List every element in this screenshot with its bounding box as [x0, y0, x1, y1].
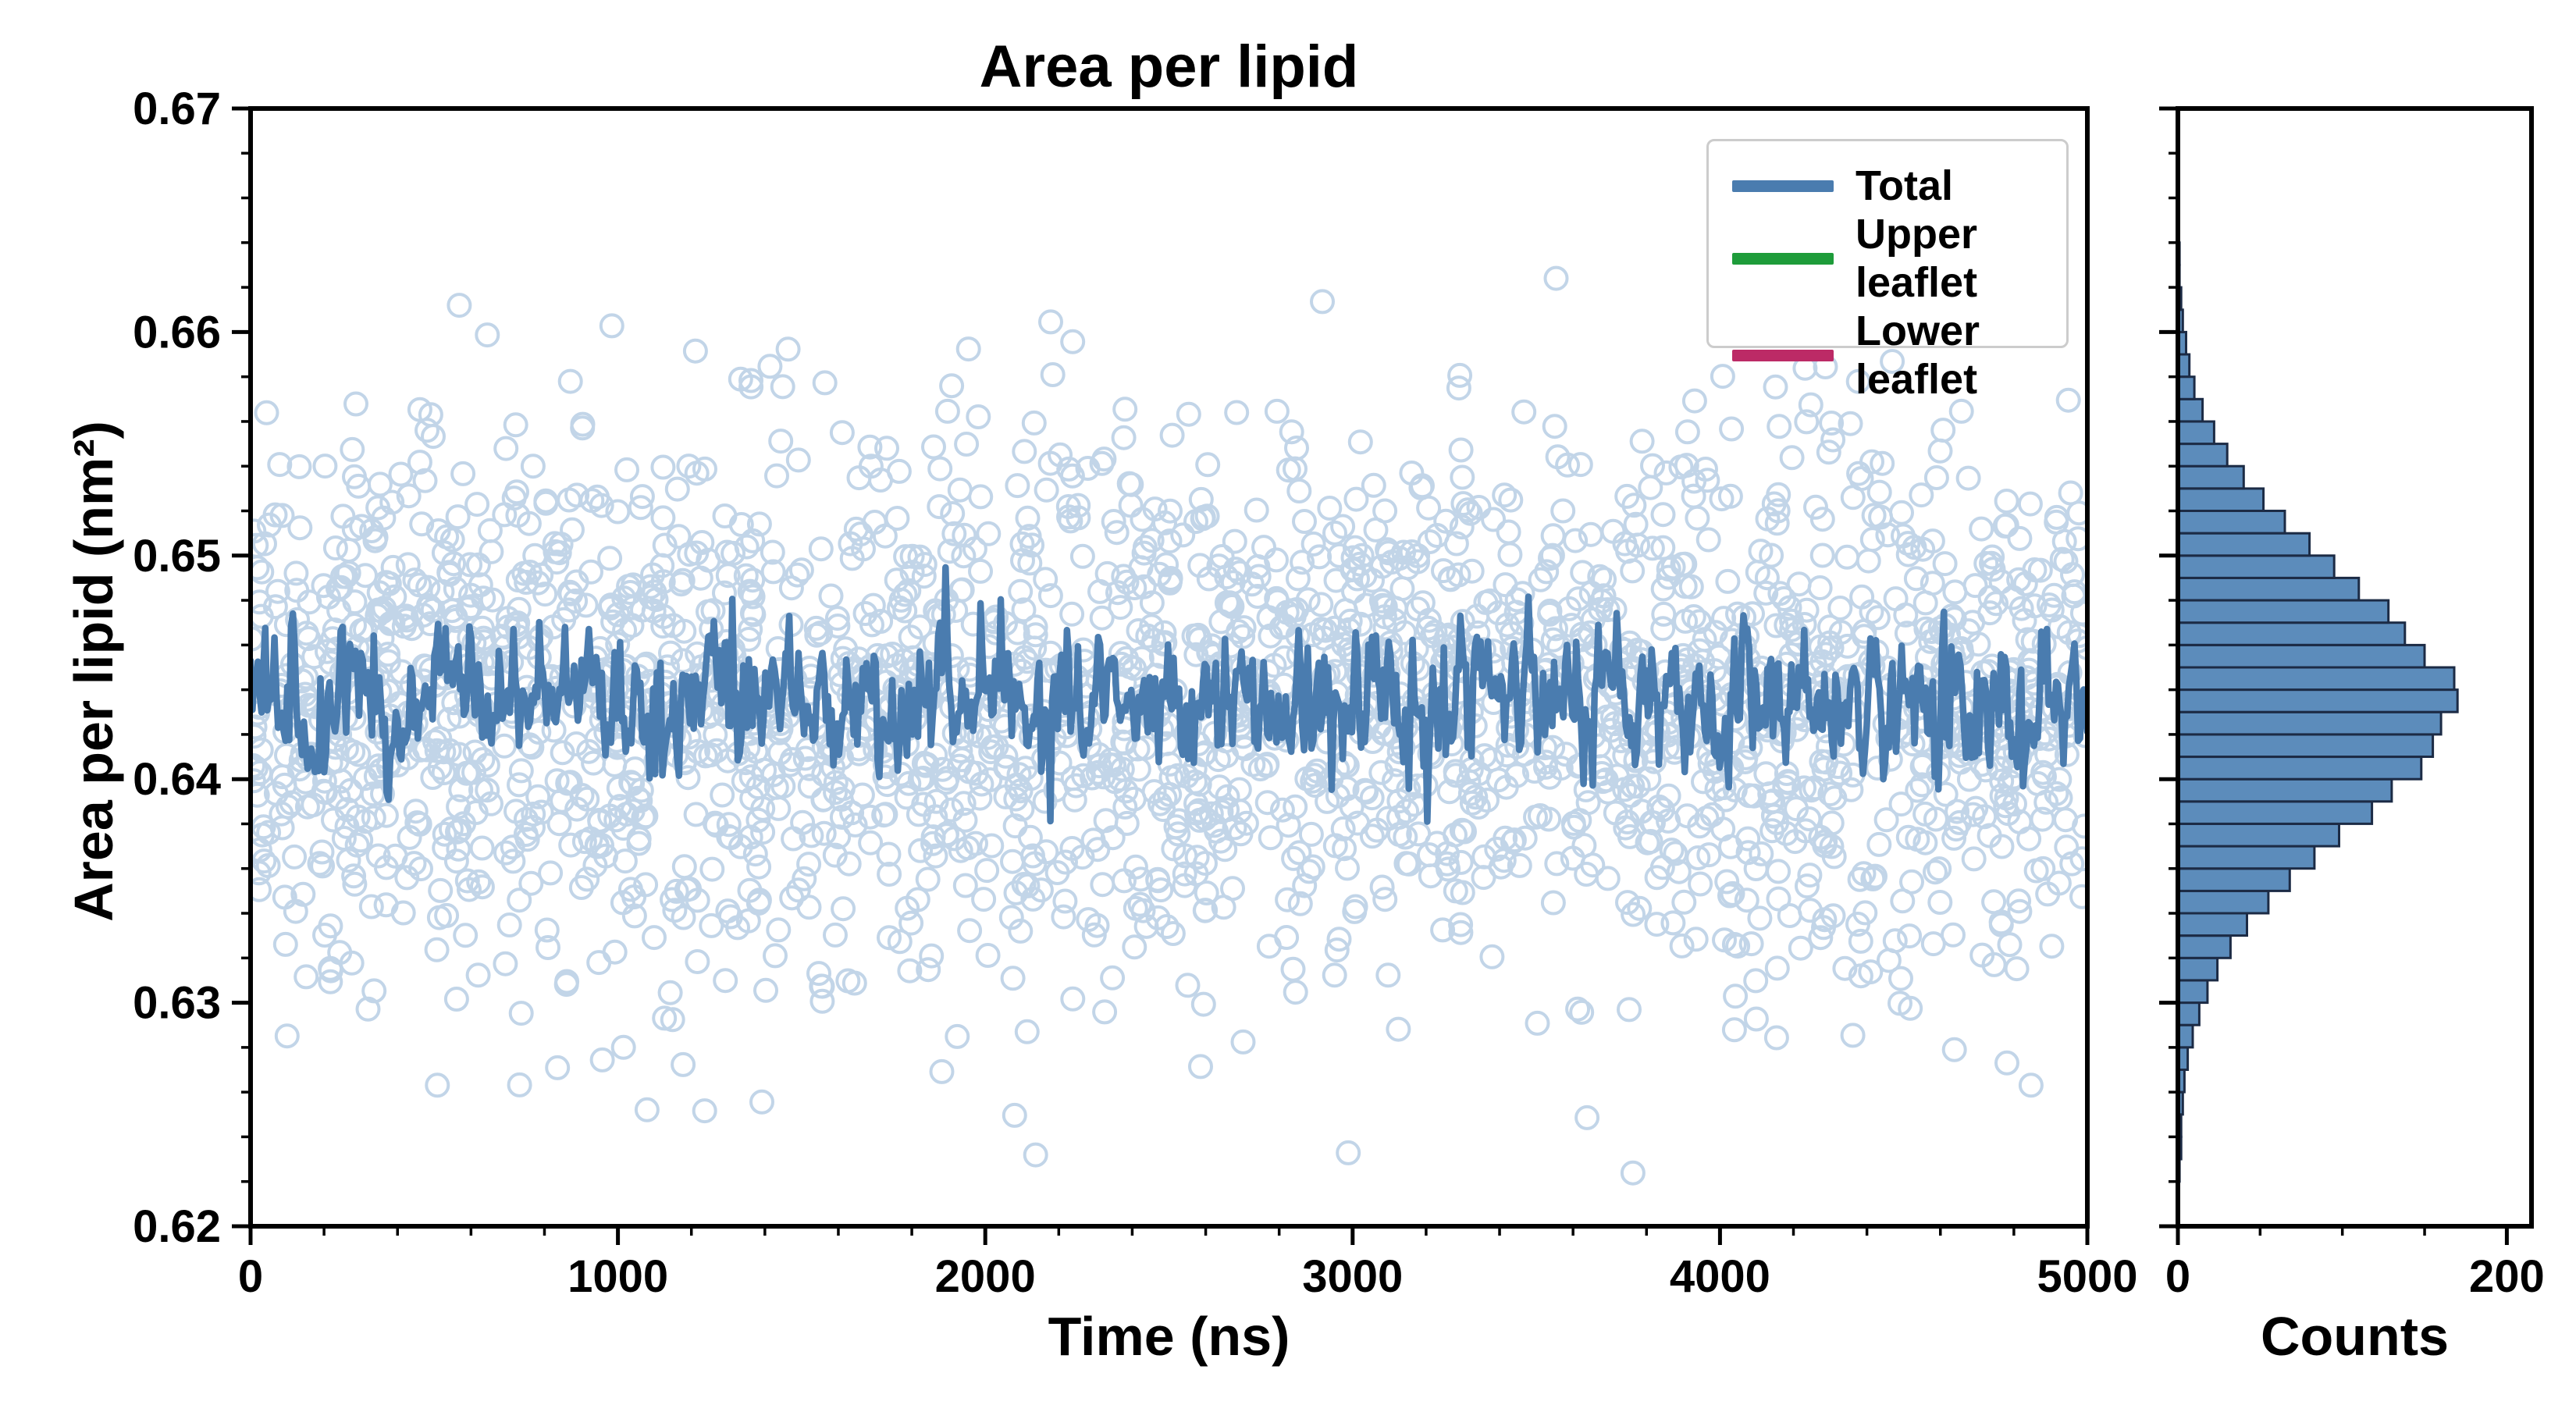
- histogram-plot-frame: [2176, 106, 2534, 1229]
- legend: Total Upper leaflet Lower leaflet: [1706, 139, 2069, 403]
- svg-text:0.64: 0.64: [133, 754, 221, 805]
- svg-text:200: 200: [2469, 1251, 2545, 1302]
- svg-text:0: 0: [238, 1251, 263, 1302]
- tick-labels: 0 1000 2000 3000 4000 50000.620.630.640.650.6…: [133, 84, 2545, 1302]
- x-axis-label-time: Time (ns): [1048, 1306, 1290, 1367]
- histogram-bars: [2178, 241, 2459, 1183]
- svg-text:0.66: 0.66: [133, 307, 221, 357]
- svg-text:0.63: 0.63: [133, 978, 221, 1029]
- legend-label-lower-leaflet: Lower leaflet: [1856, 308, 1980, 403]
- svg-text:1000: 1000: [568, 1251, 668, 1302]
- legend-label-upper-leaflet: Upper leaflet: [1856, 211, 1978, 306]
- timeseries-plot-frame: [248, 106, 2090, 1229]
- line-series-total: [251, 564, 2087, 825]
- svg-text:5000: 5000: [2037, 1251, 2137, 1302]
- legend-label-total: Total: [1856, 162, 1953, 209]
- svg-text:0.65: 0.65: [133, 531, 221, 582]
- legend-item-lower-leaflet: Lower leaflet: [1732, 307, 2043, 404]
- svg-text:0.62: 0.62: [133, 1201, 221, 1252]
- svg-text:0.67: 0.67: [133, 84, 221, 134]
- y-axis-label: Area per lipid (nm²): [63, 421, 124, 922]
- svg-text:0: 0: [2165, 1251, 2190, 1302]
- legend-item-total: Total: [1732, 162, 2043, 210]
- axis-ticks: [232, 106, 2509, 1245]
- x-axis-label-counts: Counts: [2260, 1306, 2450, 1367]
- legend-item-upper-leaflet: Upper leaflet: [1732, 210, 2043, 307]
- svg-text:3000: 3000: [1302, 1251, 1403, 1302]
- legend-swatch-total: [1732, 180, 1834, 192]
- svg-text:2000: 2000: [935, 1251, 1036, 1302]
- chart-title: Area per lipid: [979, 34, 1359, 100]
- legend-swatch-lower-leaflet: [1732, 349, 1834, 361]
- svg-text:4000: 4000: [1670, 1251, 1770, 1302]
- legend-swatch-upper-leaflet: [1732, 252, 1834, 265]
